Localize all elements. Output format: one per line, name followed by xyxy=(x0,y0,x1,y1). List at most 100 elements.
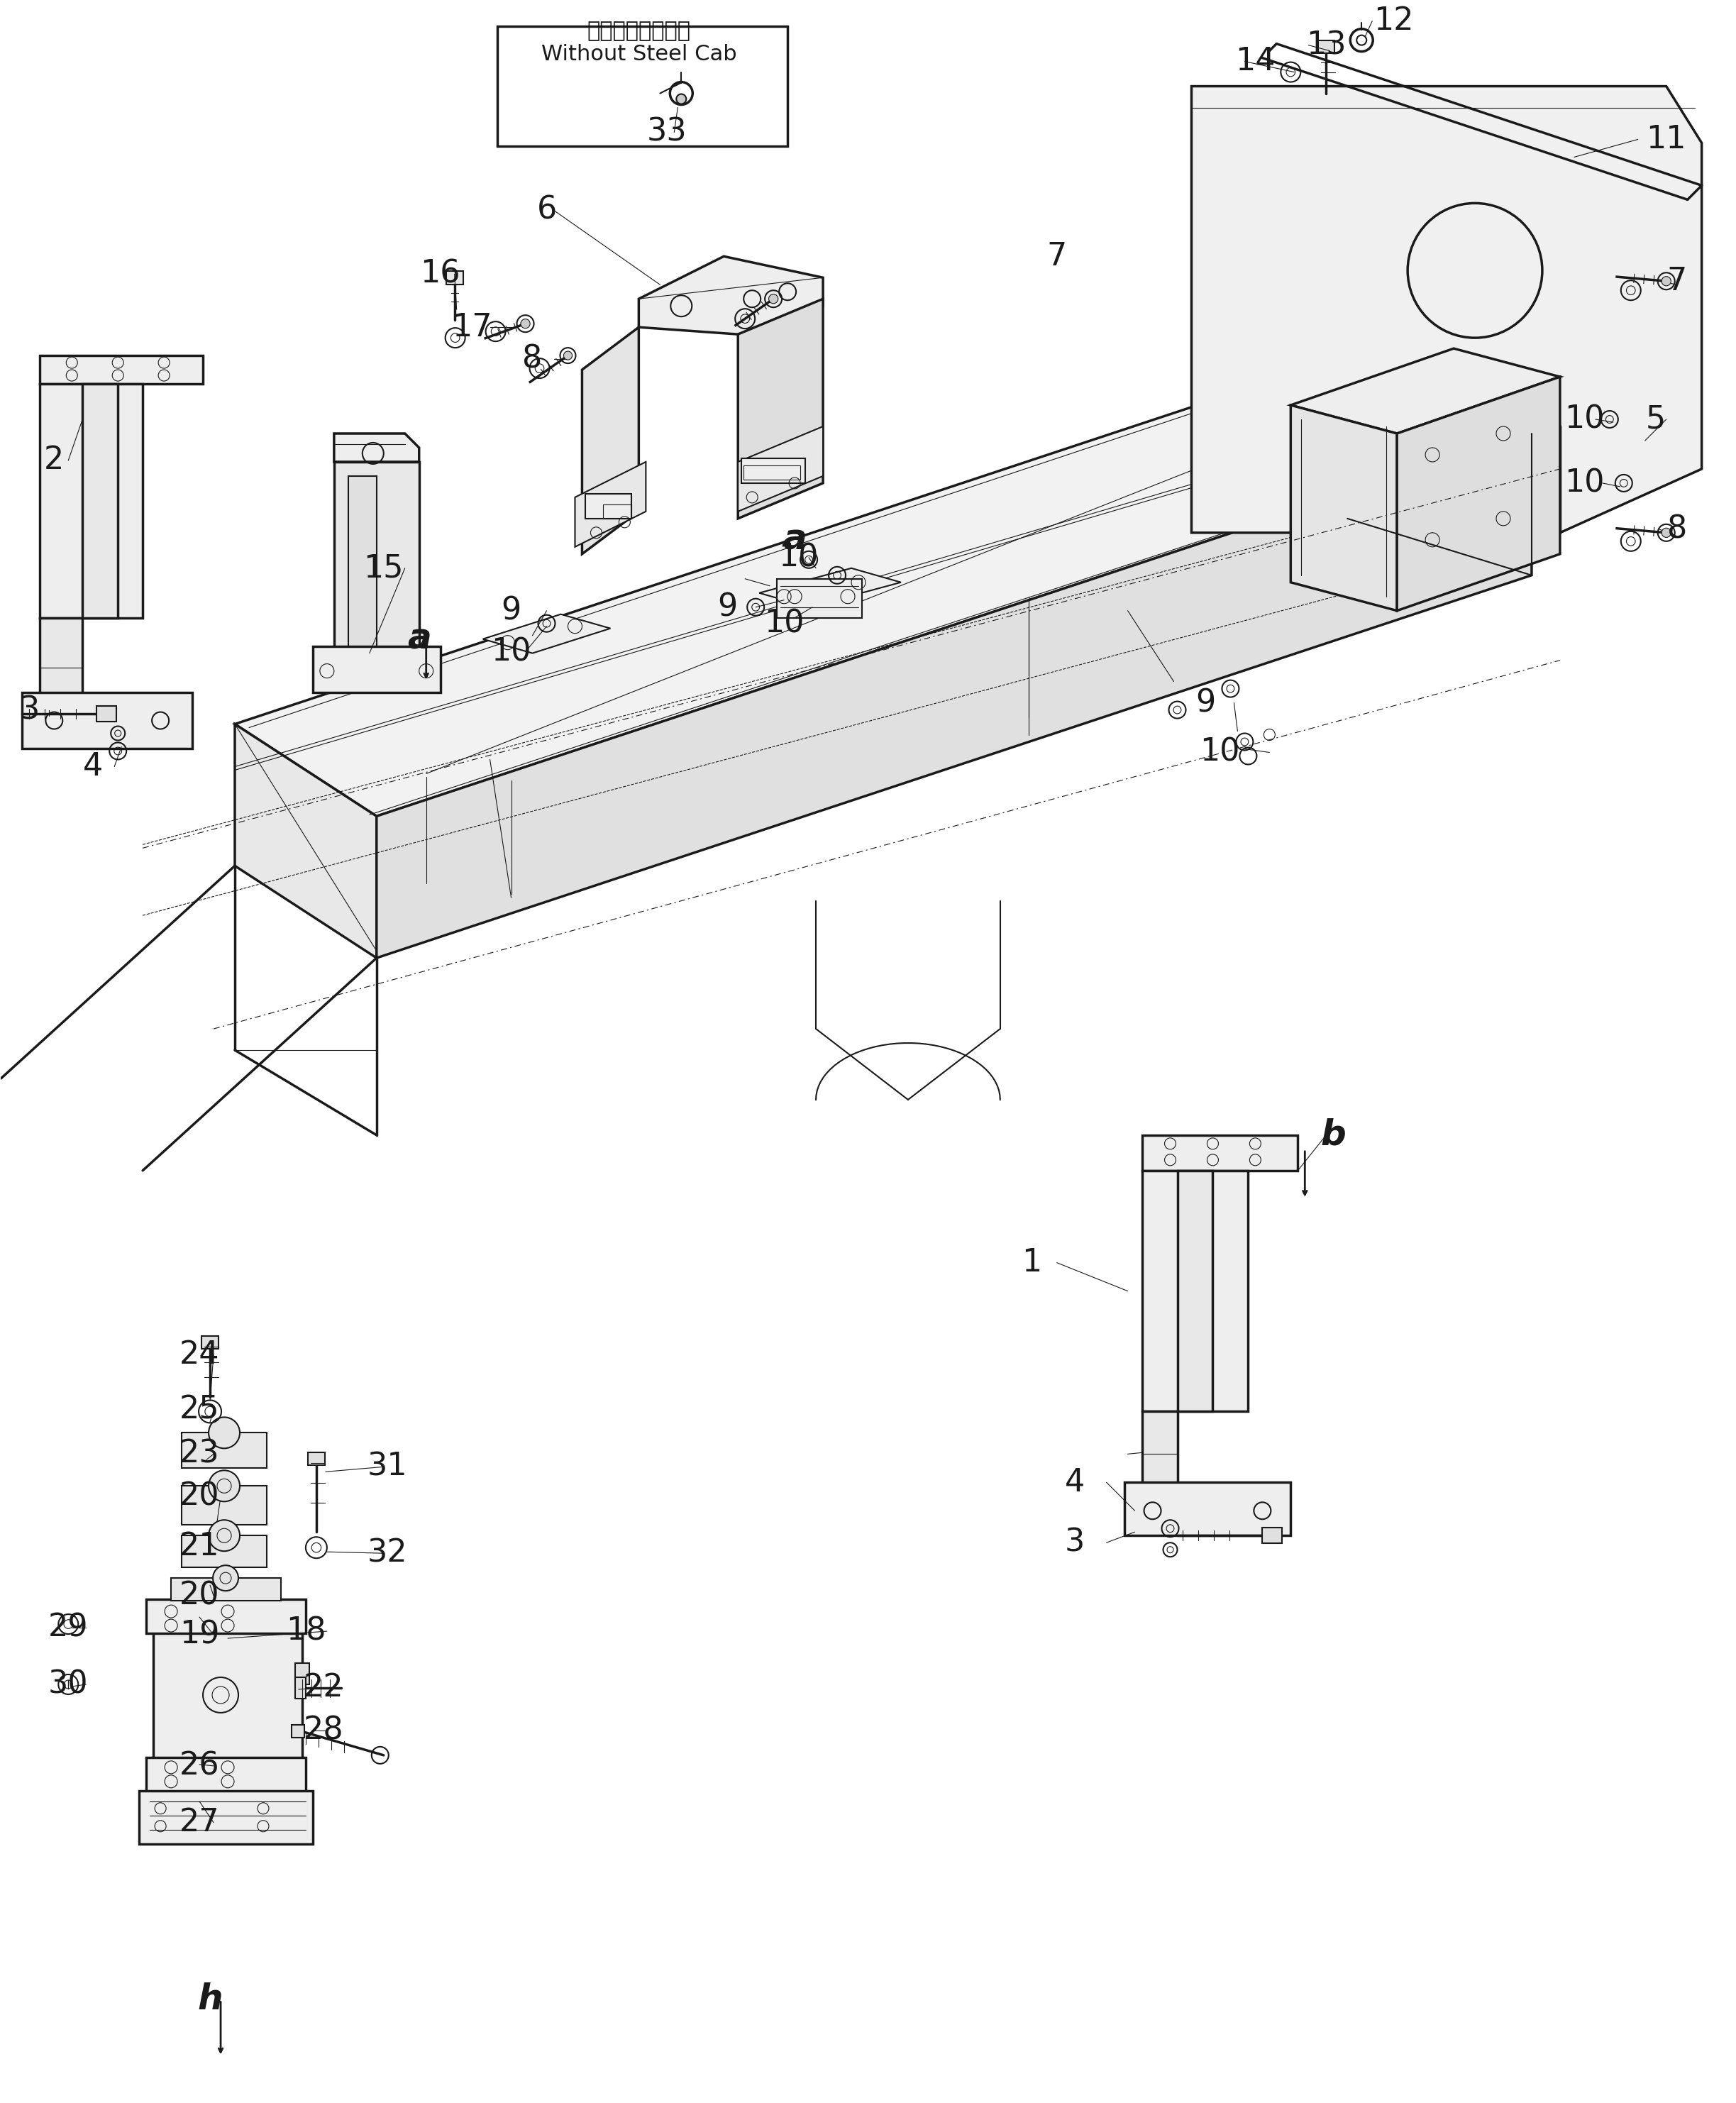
Text: 13: 13 xyxy=(1305,29,1345,61)
Polygon shape xyxy=(639,257,823,334)
Text: 9: 9 xyxy=(1196,688,1215,717)
Bar xyxy=(172,1577,281,1600)
Text: 3: 3 xyxy=(19,694,40,726)
Polygon shape xyxy=(40,618,83,711)
Text: 20: 20 xyxy=(179,1481,219,1512)
Circle shape xyxy=(208,1470,240,1502)
Text: 32: 32 xyxy=(366,1537,408,1569)
Bar xyxy=(496,25,788,147)
Text: 28: 28 xyxy=(304,1716,344,1745)
Circle shape xyxy=(677,95,686,103)
Text: 15: 15 xyxy=(363,553,404,583)
Polygon shape xyxy=(483,614,611,654)
Text: 31: 31 xyxy=(366,1451,408,1483)
Polygon shape xyxy=(333,463,418,660)
Text: 17: 17 xyxy=(451,311,493,343)
Text: 29: 29 xyxy=(49,1613,89,1642)
Text: キャブ無しの場合: キャブ無しの場合 xyxy=(587,21,691,42)
Text: 6: 6 xyxy=(536,196,557,225)
Polygon shape xyxy=(1290,349,1561,433)
Polygon shape xyxy=(349,475,377,654)
Bar xyxy=(182,1487,267,1525)
Polygon shape xyxy=(575,463,646,547)
Polygon shape xyxy=(23,692,193,749)
Polygon shape xyxy=(582,328,639,553)
Polygon shape xyxy=(738,299,823,519)
Polygon shape xyxy=(1290,406,1397,610)
Text: 33: 33 xyxy=(648,118,687,147)
Bar xyxy=(182,1432,267,1468)
Text: 10: 10 xyxy=(491,637,531,667)
Circle shape xyxy=(564,351,573,360)
Polygon shape xyxy=(1125,1483,1290,1535)
Text: 10: 10 xyxy=(1564,404,1604,435)
Text: 7: 7 xyxy=(1667,265,1687,297)
Polygon shape xyxy=(83,385,118,618)
Bar xyxy=(153,1632,302,1758)
Circle shape xyxy=(521,320,529,328)
Text: h: h xyxy=(198,1983,222,2017)
Bar xyxy=(743,465,800,479)
Polygon shape xyxy=(40,355,203,385)
Bar xyxy=(741,458,806,484)
Text: 27: 27 xyxy=(179,1806,219,1838)
Polygon shape xyxy=(1177,1171,1213,1411)
Bar xyxy=(139,1790,312,1844)
Bar xyxy=(146,1758,306,1792)
Bar xyxy=(446,271,464,284)
Text: 5: 5 xyxy=(1646,404,1665,435)
Text: 9: 9 xyxy=(717,591,738,622)
Text: a: a xyxy=(783,524,807,557)
Polygon shape xyxy=(312,646,441,692)
Text: 2: 2 xyxy=(43,446,64,475)
Bar xyxy=(146,1600,306,1634)
Circle shape xyxy=(1661,528,1672,538)
Text: b: b xyxy=(1321,1119,1345,1152)
Circle shape xyxy=(214,1565,238,1590)
Text: 10: 10 xyxy=(778,543,818,572)
Bar xyxy=(778,578,863,618)
Polygon shape xyxy=(738,427,823,511)
Polygon shape xyxy=(1142,1171,1248,1411)
Text: Without Steel Cab: Without Steel Cab xyxy=(542,44,736,65)
Text: 8: 8 xyxy=(1667,513,1687,545)
Text: 18: 18 xyxy=(286,1615,326,1647)
Text: 10: 10 xyxy=(1564,467,1604,498)
Text: 10: 10 xyxy=(1200,738,1240,768)
Text: 14: 14 xyxy=(1236,46,1276,76)
Polygon shape xyxy=(1142,1136,1299,1171)
Text: 4: 4 xyxy=(83,751,102,782)
Text: 30: 30 xyxy=(49,1670,89,1699)
Circle shape xyxy=(1661,275,1672,286)
Bar xyxy=(182,1535,267,1567)
Bar xyxy=(97,707,116,721)
Bar xyxy=(201,1335,219,1348)
Polygon shape xyxy=(759,568,901,608)
Text: 11: 11 xyxy=(1646,124,1686,156)
Bar xyxy=(585,494,632,519)
Bar xyxy=(604,505,632,519)
Text: 1: 1 xyxy=(1023,1247,1042,1279)
Polygon shape xyxy=(377,433,1531,959)
Text: 9: 9 xyxy=(502,595,521,627)
Polygon shape xyxy=(40,385,142,618)
Bar xyxy=(295,1678,306,1699)
Circle shape xyxy=(208,1417,240,1449)
Text: 26: 26 xyxy=(179,1750,219,1781)
Text: 8: 8 xyxy=(523,343,542,374)
Text: 3: 3 xyxy=(1064,1527,1085,1558)
Polygon shape xyxy=(234,723,377,959)
Text: 20: 20 xyxy=(179,1581,219,1611)
Polygon shape xyxy=(1191,86,1701,532)
Text: 19: 19 xyxy=(179,1619,219,1651)
Text: 7: 7 xyxy=(1047,242,1068,271)
Text: 12: 12 xyxy=(1373,6,1413,36)
Polygon shape xyxy=(1142,1411,1177,1497)
Text: 21: 21 xyxy=(179,1531,219,1560)
Bar xyxy=(1262,1527,1283,1544)
Text: 10: 10 xyxy=(764,608,804,639)
Circle shape xyxy=(208,1520,240,1552)
Text: 25: 25 xyxy=(179,1394,219,1426)
Polygon shape xyxy=(234,341,1531,816)
Polygon shape xyxy=(1397,376,1561,610)
